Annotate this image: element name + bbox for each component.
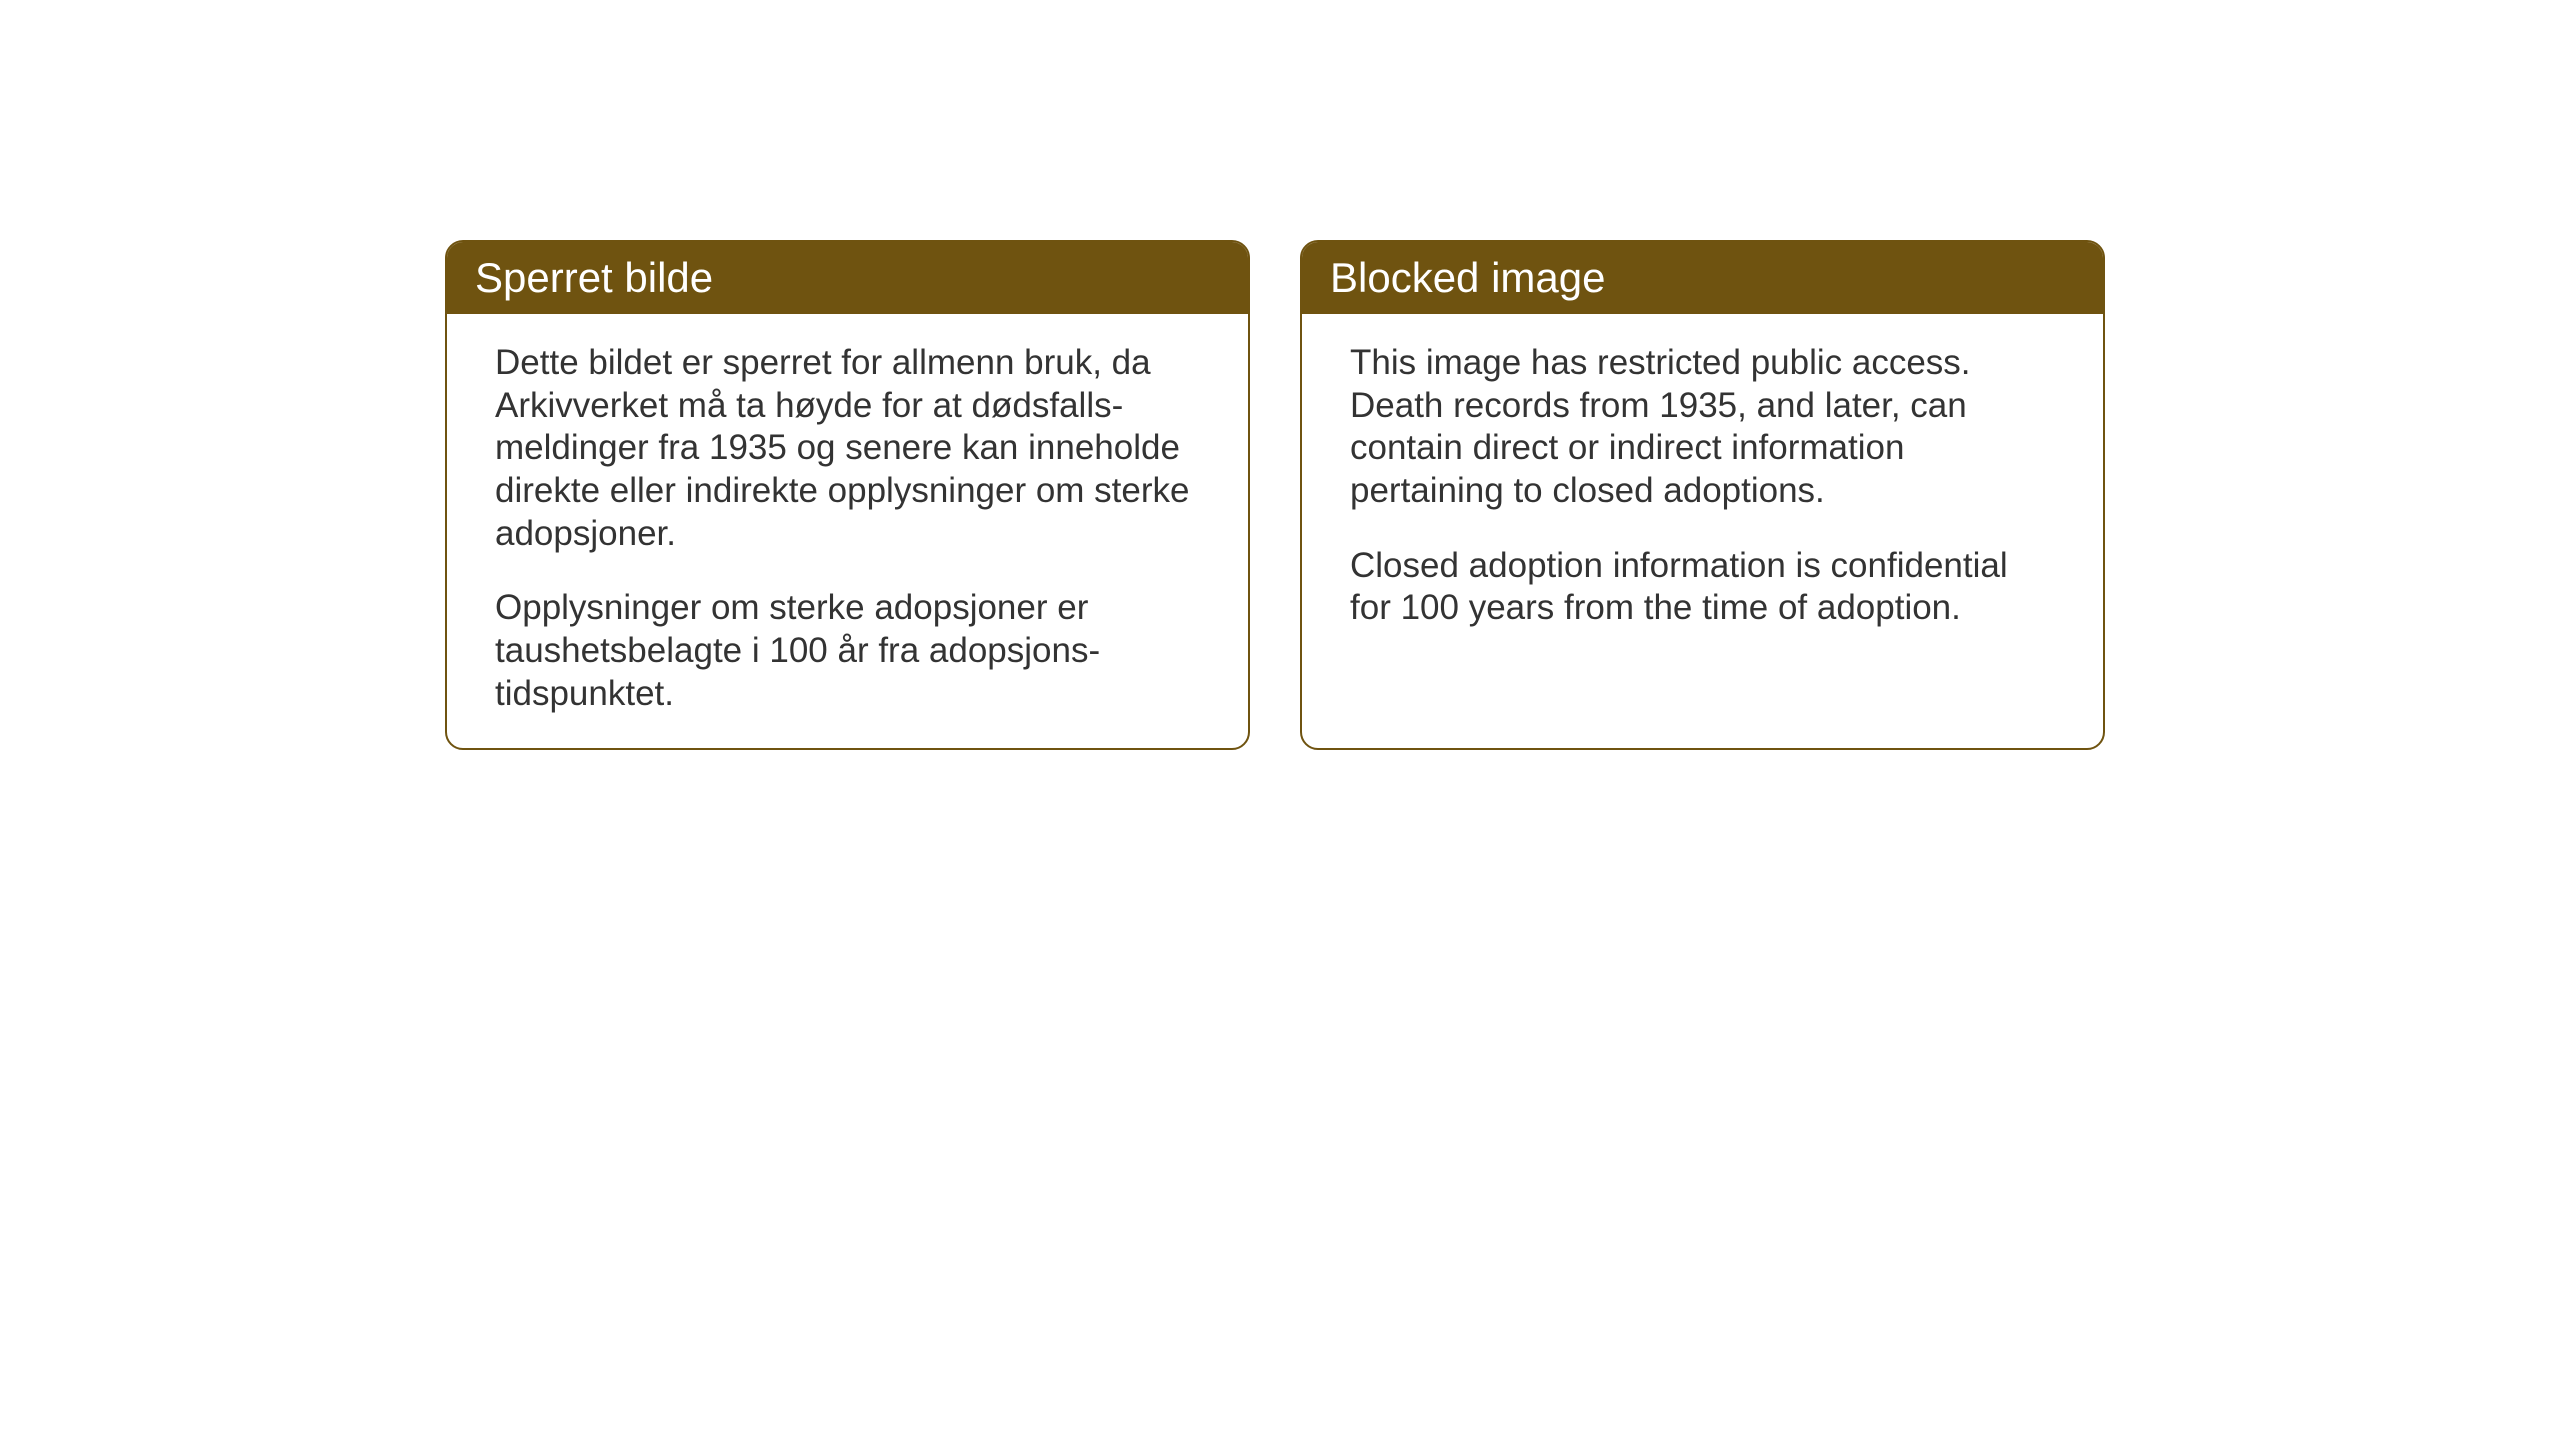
card-body-norwegian: Dette bildet er sperret for allmenn bruk… (447, 314, 1248, 750)
notice-card-norwegian: Sperret bilde Dette bildet er sperret fo… (445, 240, 1250, 750)
card-body-english: This image has restricted public access.… (1302, 314, 2103, 670)
notice-container: Sperret bilde Dette bildet er sperret fo… (445, 240, 2105, 750)
paragraph-english-1: This image has restricted public access.… (1350, 342, 2055, 513)
card-title-english: Blocked image (1330, 254, 1605, 301)
card-header-english: Blocked image (1302, 242, 2103, 314)
card-header-norwegian: Sperret bilde (447, 242, 1248, 314)
paragraph-english-2: Closed adoption information is confident… (1350, 545, 2055, 630)
paragraph-norwegian-2: Opplysninger om sterke adopsjoner er tau… (495, 587, 1200, 715)
notice-card-english: Blocked image This image has restricted … (1300, 240, 2105, 750)
card-title-norwegian: Sperret bilde (475, 254, 713, 301)
paragraph-norwegian-1: Dette bildet er sperret for allmenn bruk… (495, 342, 1200, 555)
